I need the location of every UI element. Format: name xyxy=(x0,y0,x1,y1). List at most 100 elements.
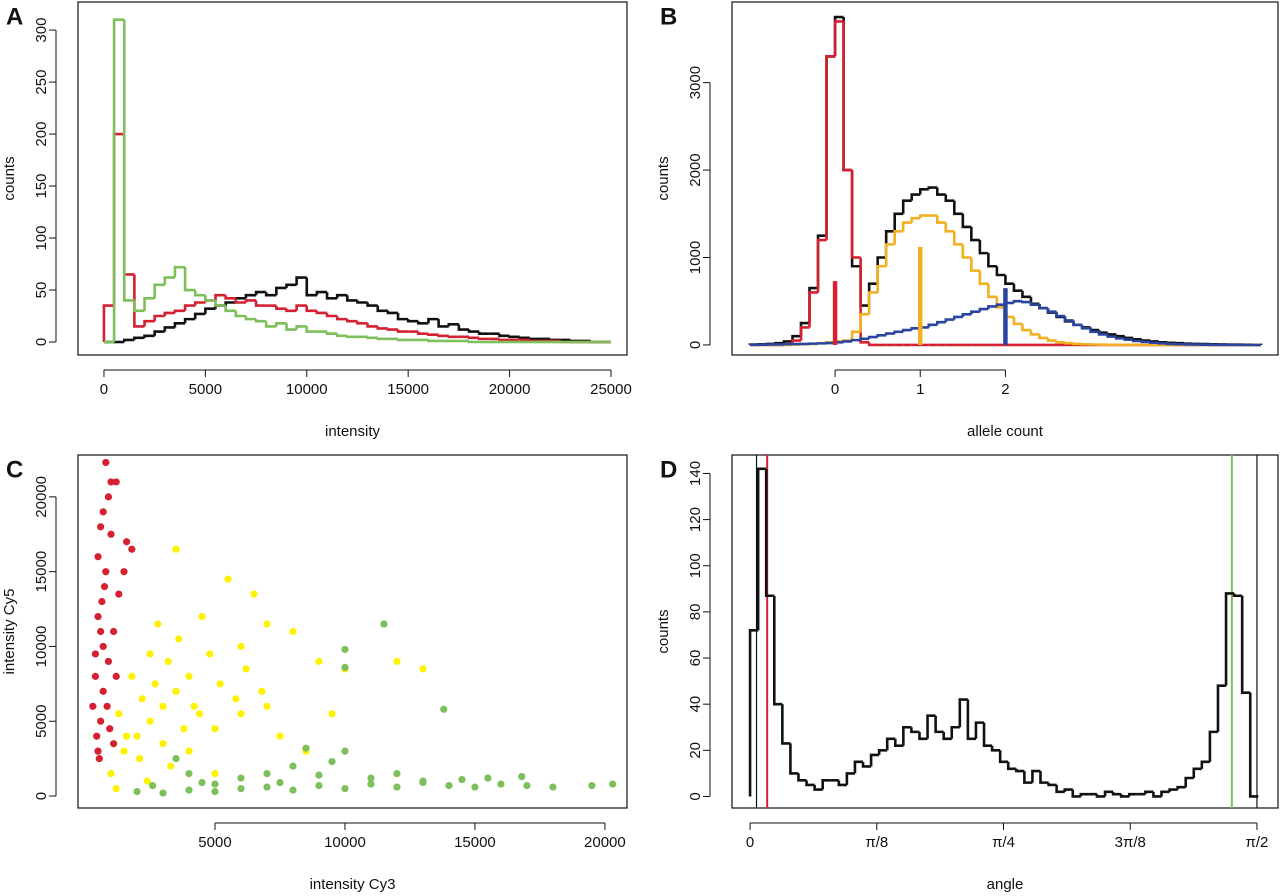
scatter-point xyxy=(146,650,154,658)
scatter-point xyxy=(258,687,266,695)
histogram-step xyxy=(366,323,378,328)
histogram-step xyxy=(1248,692,1259,798)
scatter-point xyxy=(94,553,102,561)
scatter-point xyxy=(174,635,183,643)
x-axis-title: angle xyxy=(987,876,1024,893)
scatter-point xyxy=(211,725,219,733)
x-tick-label: 5000 xyxy=(189,381,222,398)
scatter-point xyxy=(211,769,219,778)
scatter-point xyxy=(440,705,448,713)
histogram-step xyxy=(1055,311,1066,318)
histogram-step xyxy=(498,338,510,342)
histogram-step xyxy=(1095,794,1106,798)
histogram-step xyxy=(315,310,328,315)
histogram-step xyxy=(102,304,115,343)
histogram-step xyxy=(935,320,946,325)
histogram-step xyxy=(346,335,358,339)
scatter-point xyxy=(107,478,115,486)
x-tick-label: 20000 xyxy=(489,381,531,398)
scatter-point xyxy=(185,786,193,794)
histogram-step xyxy=(163,276,175,285)
scatter-point xyxy=(154,620,162,628)
histogram-step xyxy=(953,315,963,320)
histogram-step xyxy=(1079,792,1089,797)
histogram-step xyxy=(477,331,490,335)
scatter-point xyxy=(497,780,505,788)
histogram-step xyxy=(944,318,955,323)
histogram-step xyxy=(867,291,878,315)
histogram-step xyxy=(1160,790,1170,797)
scatter-point xyxy=(237,784,245,793)
histogram-step xyxy=(396,312,409,321)
histogram-step xyxy=(264,292,277,297)
scatter-point xyxy=(94,747,102,755)
histogram-step xyxy=(876,334,887,338)
histogram-step xyxy=(224,305,236,313)
scatter-point xyxy=(123,732,131,740)
histogram-step xyxy=(1038,304,1049,310)
histogram-step xyxy=(244,293,257,299)
histogram-step xyxy=(842,340,853,343)
histogram-step xyxy=(861,761,872,768)
histogram-step xyxy=(797,773,807,782)
scatter-point xyxy=(445,781,453,790)
histogram-step xyxy=(244,299,257,303)
scatter-point xyxy=(167,762,175,770)
scatter-point xyxy=(367,780,375,788)
histogram-step xyxy=(944,222,955,233)
scatter-point xyxy=(315,771,323,779)
histogram-step xyxy=(528,337,540,341)
histogram-step xyxy=(143,334,155,338)
scatter-point xyxy=(100,583,109,591)
x-tick-label: 0 xyxy=(746,834,754,851)
histogram-step xyxy=(153,283,165,299)
scatter-point xyxy=(103,702,111,710)
scatter-point xyxy=(164,657,172,666)
scatter-point xyxy=(95,755,103,763)
histogram-step xyxy=(934,715,944,734)
histogram-step xyxy=(918,731,928,741)
histogram-step xyxy=(850,170,861,259)
histogram-step xyxy=(961,213,972,229)
histogram-step xyxy=(926,714,936,739)
histogram-step xyxy=(173,321,186,328)
histogram-step xyxy=(275,321,287,327)
x-tick-label: 25000 xyxy=(590,381,632,398)
histogram-step xyxy=(1071,789,1081,798)
scatter-point xyxy=(149,781,157,790)
x-axis-title: allele count xyxy=(967,423,1044,440)
histogram-step xyxy=(1224,592,1235,686)
scatter-point xyxy=(146,717,154,725)
histogram-step xyxy=(970,310,980,315)
histogram-step xyxy=(821,779,831,790)
scatter-point xyxy=(104,493,113,501)
scatter-point xyxy=(89,702,97,710)
histogram-step xyxy=(214,300,226,307)
histogram-step xyxy=(406,319,419,323)
scatter-point xyxy=(112,672,120,680)
histogram-step xyxy=(183,267,196,292)
scatter-point xyxy=(289,786,297,794)
histogram-step xyxy=(987,253,997,268)
scatter-point xyxy=(250,590,258,598)
histogram-step xyxy=(1004,274,1014,286)
scatter-point xyxy=(110,627,118,636)
scatter-point xyxy=(216,680,224,688)
y-tick-label: 200 xyxy=(33,122,50,147)
plot-frame xyxy=(77,454,628,809)
histogram-step xyxy=(427,317,439,324)
histogram-step xyxy=(1168,788,1178,792)
histogram-step xyxy=(467,336,480,340)
histogram-step xyxy=(1232,593,1243,598)
histogram-step xyxy=(234,298,246,304)
scatter-point xyxy=(104,657,113,666)
histogram-step xyxy=(953,200,963,216)
scatter-point xyxy=(123,538,131,546)
histogram-step xyxy=(978,270,989,286)
histogram-step xyxy=(1089,328,1100,334)
histogram-step xyxy=(845,772,855,785)
scatter-point xyxy=(263,702,271,710)
histogram-step xyxy=(970,226,980,242)
y-tick-label: 60 xyxy=(687,650,704,667)
histogram-step xyxy=(234,310,246,318)
